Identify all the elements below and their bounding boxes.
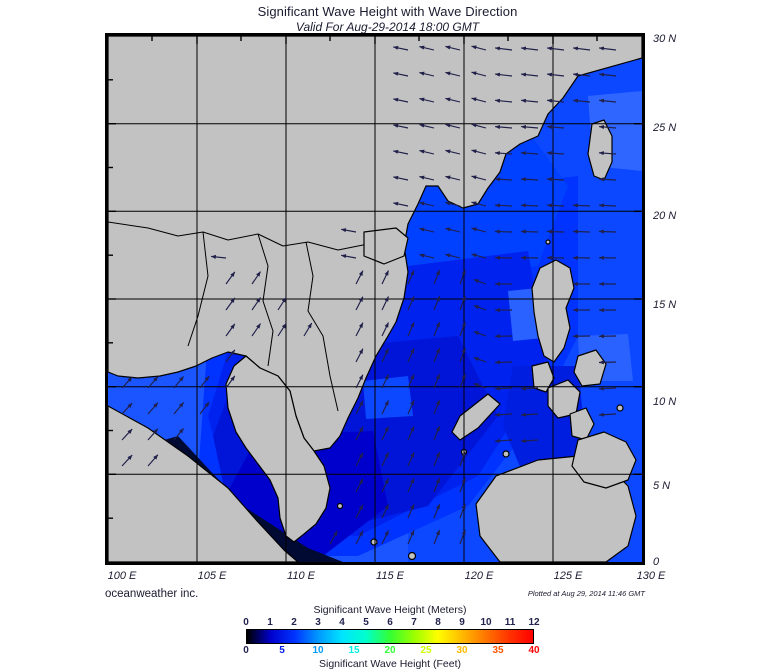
colorbar-tick-m-10: 10: [480, 616, 491, 629]
wave-direction-arrow: [521, 231, 538, 232]
wave-direction-arrow: [547, 231, 564, 232]
colorbar-tick-m-2: 2: [291, 616, 297, 629]
legend-title-meters: Significant Wave Height (Meters): [246, 604, 534, 616]
colorbar-tick-ft-0: 0: [243, 644, 249, 657]
y-tick-30n: 30 N: [653, 33, 676, 45]
wave-direction-arrow: [599, 362, 616, 363]
plotted-timestamp: Plotted at Aug 29, 2014 11:46 GMT: [528, 589, 645, 598]
land-islet-3: [617, 405, 623, 411]
producer-credit: oceanweather inc.: [105, 588, 198, 600]
colorbar-tick-m-12: 12: [528, 616, 539, 629]
x-tick-125e: 125 E: [554, 570, 583, 582]
colorbar-tick-m-4: 4: [339, 616, 345, 629]
colorbar-tick-m-11: 11: [505, 616, 516, 629]
wave-direction-arrow: [495, 388, 512, 389]
x-tick-110e: 110 E: [287, 570, 315, 582]
colorbar-tick-ft-5: 5: [279, 644, 285, 657]
colorbar-gradient-fill: [247, 630, 533, 643]
wave-direction-arrow: [495, 205, 512, 206]
colorbar-tick-ft-10: 10: [312, 644, 323, 657]
y-tick-10n: 10 N: [653, 396, 676, 408]
y-tick-15n: 15 N: [653, 299, 676, 311]
land-islet-1: [503, 451, 509, 457]
wave-direction-arrow: [599, 388, 616, 389]
wave-direction-arrow: [521, 205, 538, 206]
colorbar-tick-m-9: 9: [459, 616, 465, 629]
wave-direction-arrow: [547, 205, 564, 206]
land-islet-4: [338, 504, 343, 509]
wave-direction-arrow: [573, 231, 590, 232]
x-tick-105e: 105 E: [198, 570, 227, 582]
colorbar-tick-m-0: 0: [243, 616, 249, 629]
colorbar-tick-m-3: 3: [315, 616, 321, 629]
x-tick-130e: 130 E: [637, 570, 666, 582]
colorbar-tick-ft-40: 40: [528, 644, 539, 657]
wave-direction-arrow: [599, 231, 616, 232]
land-islet-6: [409, 553, 416, 560]
colorbar-tick-ft-15: 15: [348, 644, 359, 657]
y-tick-20n: 20 N: [653, 210, 676, 222]
colorbar-tick-m-7: 7: [411, 616, 417, 629]
colorbar-tick-m-5: 5: [363, 616, 369, 629]
x-tick-120e: 120 E: [465, 570, 494, 582]
land-islet-7: [546, 240, 550, 244]
wave-direction-arrow: [573, 205, 590, 206]
y-tick-0: 0: [653, 556, 659, 568]
colorbar-tick-ft-30: 30: [456, 644, 467, 657]
colorbar-tick-ft-20: 20: [384, 644, 395, 657]
y-tick-5n: 5 N: [653, 480, 670, 492]
colorbar-tick-m-1: 1: [267, 616, 273, 629]
colorbar-tick-ft-35: 35: [492, 644, 503, 657]
y-tick-25n: 25 N: [653, 122, 676, 134]
chart-subtitle: Valid For Aug-29-2014 18:00 GMT: [0, 20, 775, 34]
wave-direction-arrow: [599, 205, 616, 206]
title-block: Significant Wave Height with Wave Direct…: [0, 4, 775, 34]
wave-direction-arrow: [521, 388, 538, 389]
colorbar-tick-m-6: 6: [387, 616, 393, 629]
map-canvas: [108, 36, 642, 562]
x-tick-100e: 100 E: [108, 570, 137, 582]
page-title: Significant Wave Height with Wave Direct…: [0, 4, 775, 19]
land-islet-5: [371, 539, 377, 545]
x-tick-115e: 115 E: [376, 570, 404, 582]
wave-height-map[interactable]: [105, 33, 645, 565]
colorbar-tick-ft-25: 25: [420, 644, 431, 657]
colorbar-gradient: [246, 629, 534, 644]
wave-direction-arrow: [495, 231, 512, 232]
colorbar-legend: Significant Wave Height (Meters) 0 1 2 3 4 5 6…: [246, 604, 534, 671]
colorbar-tick-m-8: 8: [435, 616, 441, 629]
wave-direction-arrow: [495, 362, 512, 363]
